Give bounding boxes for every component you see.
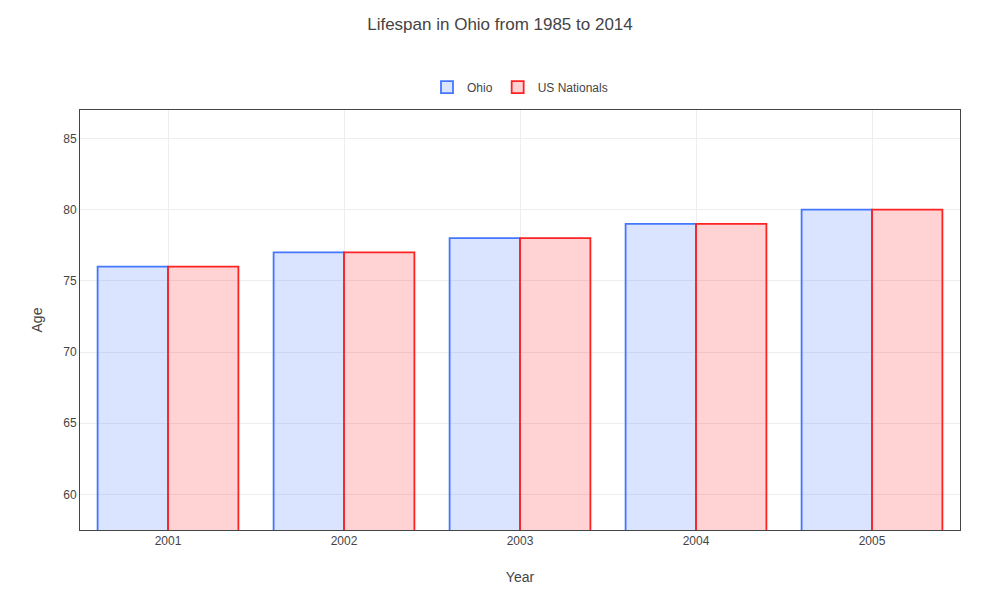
svg-text:80: 80 bbox=[63, 203, 77, 217]
svg-text:Lifespan in Ohio from 1985 to: Lifespan in Ohio from 1985 to 2014 bbox=[367, 15, 633, 34]
svg-text:Year: Year bbox=[506, 569, 535, 585]
svg-text:2003: 2003 bbox=[507, 534, 534, 548]
svg-text:2004: 2004 bbox=[683, 534, 710, 548]
svg-text:75: 75 bbox=[63, 274, 77, 288]
svg-text:85: 85 bbox=[63, 132, 77, 146]
svg-text:70: 70 bbox=[63, 345, 77, 359]
svg-text:60: 60 bbox=[63, 488, 77, 502]
svg-text:Age: Age bbox=[29, 307, 45, 332]
svg-text:2001: 2001 bbox=[155, 534, 182, 548]
svg-text:2002: 2002 bbox=[331, 534, 358, 548]
svg-text:Ohio: Ohio bbox=[467, 81, 493, 95]
svg-text:US Nationals: US Nationals bbox=[538, 81, 608, 95]
svg-text:2005: 2005 bbox=[859, 534, 886, 548]
svg-text:65: 65 bbox=[63, 416, 77, 430]
